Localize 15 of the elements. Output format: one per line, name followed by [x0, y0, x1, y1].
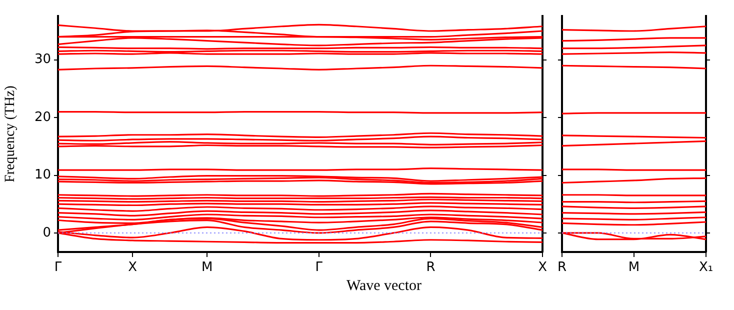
y-tick-label: 0 [42, 225, 51, 240]
x-tick-label: Γ [54, 260, 62, 276]
x-tick-label: X [128, 260, 138, 276]
x-tick-label: M [628, 260, 640, 276]
x-axis-title: Wave vector [346, 278, 422, 295]
y-axis-title: Frequency (THz) [3, 85, 18, 182]
x-tick-label: Γ [315, 260, 324, 276]
x-tick-label: R [557, 260, 567, 276]
y-tick-label: 10 [34, 168, 51, 183]
y-tick-label: 20 [34, 110, 51, 125]
x-tick-label: R [426, 260, 436, 276]
x-tick-label: M [201, 260, 213, 276]
x-tick-label: X₁ [698, 260, 714, 276]
x-tick-label: X [538, 260, 548, 276]
y-tick-label: 30 [34, 52, 51, 68]
